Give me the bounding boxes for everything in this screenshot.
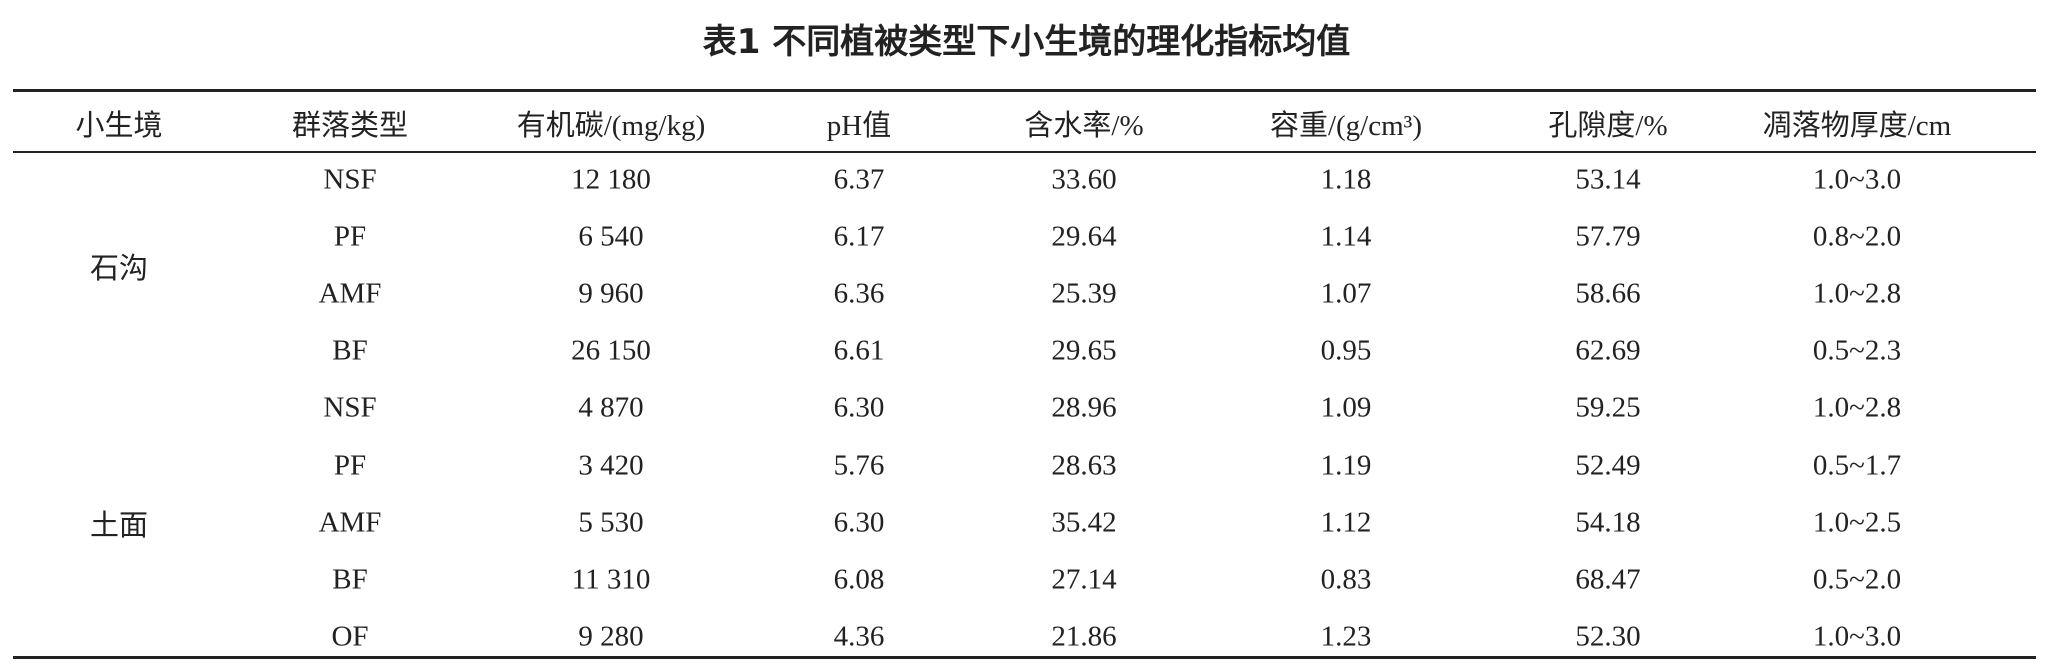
table-cell: PF: [333, 220, 367, 253]
table-cell: 1.12: [1320, 506, 1372, 539]
column-header: 小生境: [75, 110, 163, 142]
table-cell: 6.17: [833, 220, 885, 253]
column-header: 凋落物厚度/cm: [1762, 110, 1952, 142]
column-header: 群落类型: [291, 110, 409, 142]
table-cell: 5.76: [833, 449, 885, 481]
table-cell: NSF: [323, 391, 377, 424]
column-header: pH值: [826, 110, 892, 142]
table-cell: 62.69: [1575, 334, 1641, 367]
table-cell: 6.61: [833, 334, 885, 367]
table-cell: AMF: [318, 277, 382, 310]
group-label: 石沟: [89, 252, 149, 285]
table-cell: 6.08: [833, 563, 885, 596]
table-cell: BF: [332, 563, 368, 596]
table-cell: 1.23: [1320, 620, 1372, 653]
table-cell: 21.86: [1051, 620, 1117, 653]
table-cell: 4.36: [833, 620, 885, 653]
table-cell: AMF: [318, 506, 382, 539]
table-cell: 11 310: [571, 563, 651, 596]
table-cell: 58.66: [1575, 277, 1641, 310]
table-cell: 5 530: [578, 506, 644, 539]
table-cell: 59.25: [1575, 391, 1641, 424]
table-cell: 28.63: [1051, 449, 1117, 481]
table-cell: 0.95: [1320, 334, 1372, 367]
table-cell: 35.42: [1051, 506, 1117, 539]
column-header: 含水率/%: [1024, 110, 1144, 142]
table-cell: 12 180: [571, 163, 651, 196]
table-cell: 1.18: [1320, 163, 1372, 196]
table-cell: BF: [332, 334, 368, 367]
table-cell: 25.39: [1051, 277, 1117, 310]
table-cell: 6.37: [833, 163, 885, 196]
table-cell: 1.0~2.5: [1812, 506, 1902, 539]
table-cell: 27.14: [1051, 563, 1117, 596]
table-cell: 1.07: [1320, 277, 1372, 310]
table-cell: 4 870: [578, 391, 644, 424]
table-cell: 0.83: [1320, 563, 1372, 596]
table-cell: 1.19: [1320, 449, 1372, 481]
table-cell: 1.0~3.0: [1812, 620, 1902, 653]
bottom-rule: [13, 656, 2036, 659]
table-cell: 29.64: [1051, 220, 1117, 253]
table-cell: 1.0~2.8: [1812, 277, 1902, 310]
table-cell: 1.0~3.0: [1812, 163, 1902, 196]
table-cell: 6.30: [833, 391, 885, 424]
table-cell: OF: [331, 620, 369, 653]
table-cell: 1.09: [1320, 391, 1372, 424]
header-rule: [13, 151, 2036, 153]
column-header: 容重/(g/cm³): [1269, 110, 1423, 142]
top-rule: [13, 89, 2036, 92]
table-cell: 0.5~1.7: [1812, 449, 1902, 481]
table-cell: 1.0~2.8: [1812, 391, 1902, 424]
table-cell: 9 280: [578, 620, 644, 653]
table-cell: 26 150: [571, 334, 651, 367]
table-cell: PF: [333, 449, 367, 481]
table-cell: 6.30: [833, 506, 885, 539]
column-header: 有机碳/(mg/kg): [516, 110, 706, 142]
table-cell: 1.14: [1320, 220, 1372, 253]
group-label: 土面: [89, 509, 149, 542]
table-cell: 29.65: [1051, 334, 1117, 367]
table-cell: 57.79: [1575, 220, 1641, 253]
table-cell: NSF: [323, 163, 377, 196]
table-cell: 52.49: [1575, 449, 1641, 481]
table-title: 表1 不同植被类型下小生境的理化指标均值: [702, 22, 1351, 62]
table-cell: 54.18: [1575, 506, 1641, 539]
table-cell: 9 960: [578, 277, 644, 310]
table-cell: 52.30: [1575, 620, 1641, 653]
table-cell: 0.5~2.3: [1812, 334, 1902, 367]
table-cell: 6.36: [833, 277, 885, 310]
table-cell: 68.47: [1575, 563, 1641, 596]
table-cell: 0.8~2.0: [1812, 220, 1902, 253]
table-cell: 28.96: [1051, 391, 1117, 424]
table-cell: 53.14: [1575, 163, 1641, 196]
column-header: 孔隙度/%: [1548, 110, 1668, 142]
table-cell: 33.60: [1051, 163, 1117, 196]
table-cell: 0.5~2.0: [1812, 563, 1902, 596]
table-cell: 3 420: [578, 449, 644, 481]
table-cell: 6 540: [578, 220, 644, 253]
